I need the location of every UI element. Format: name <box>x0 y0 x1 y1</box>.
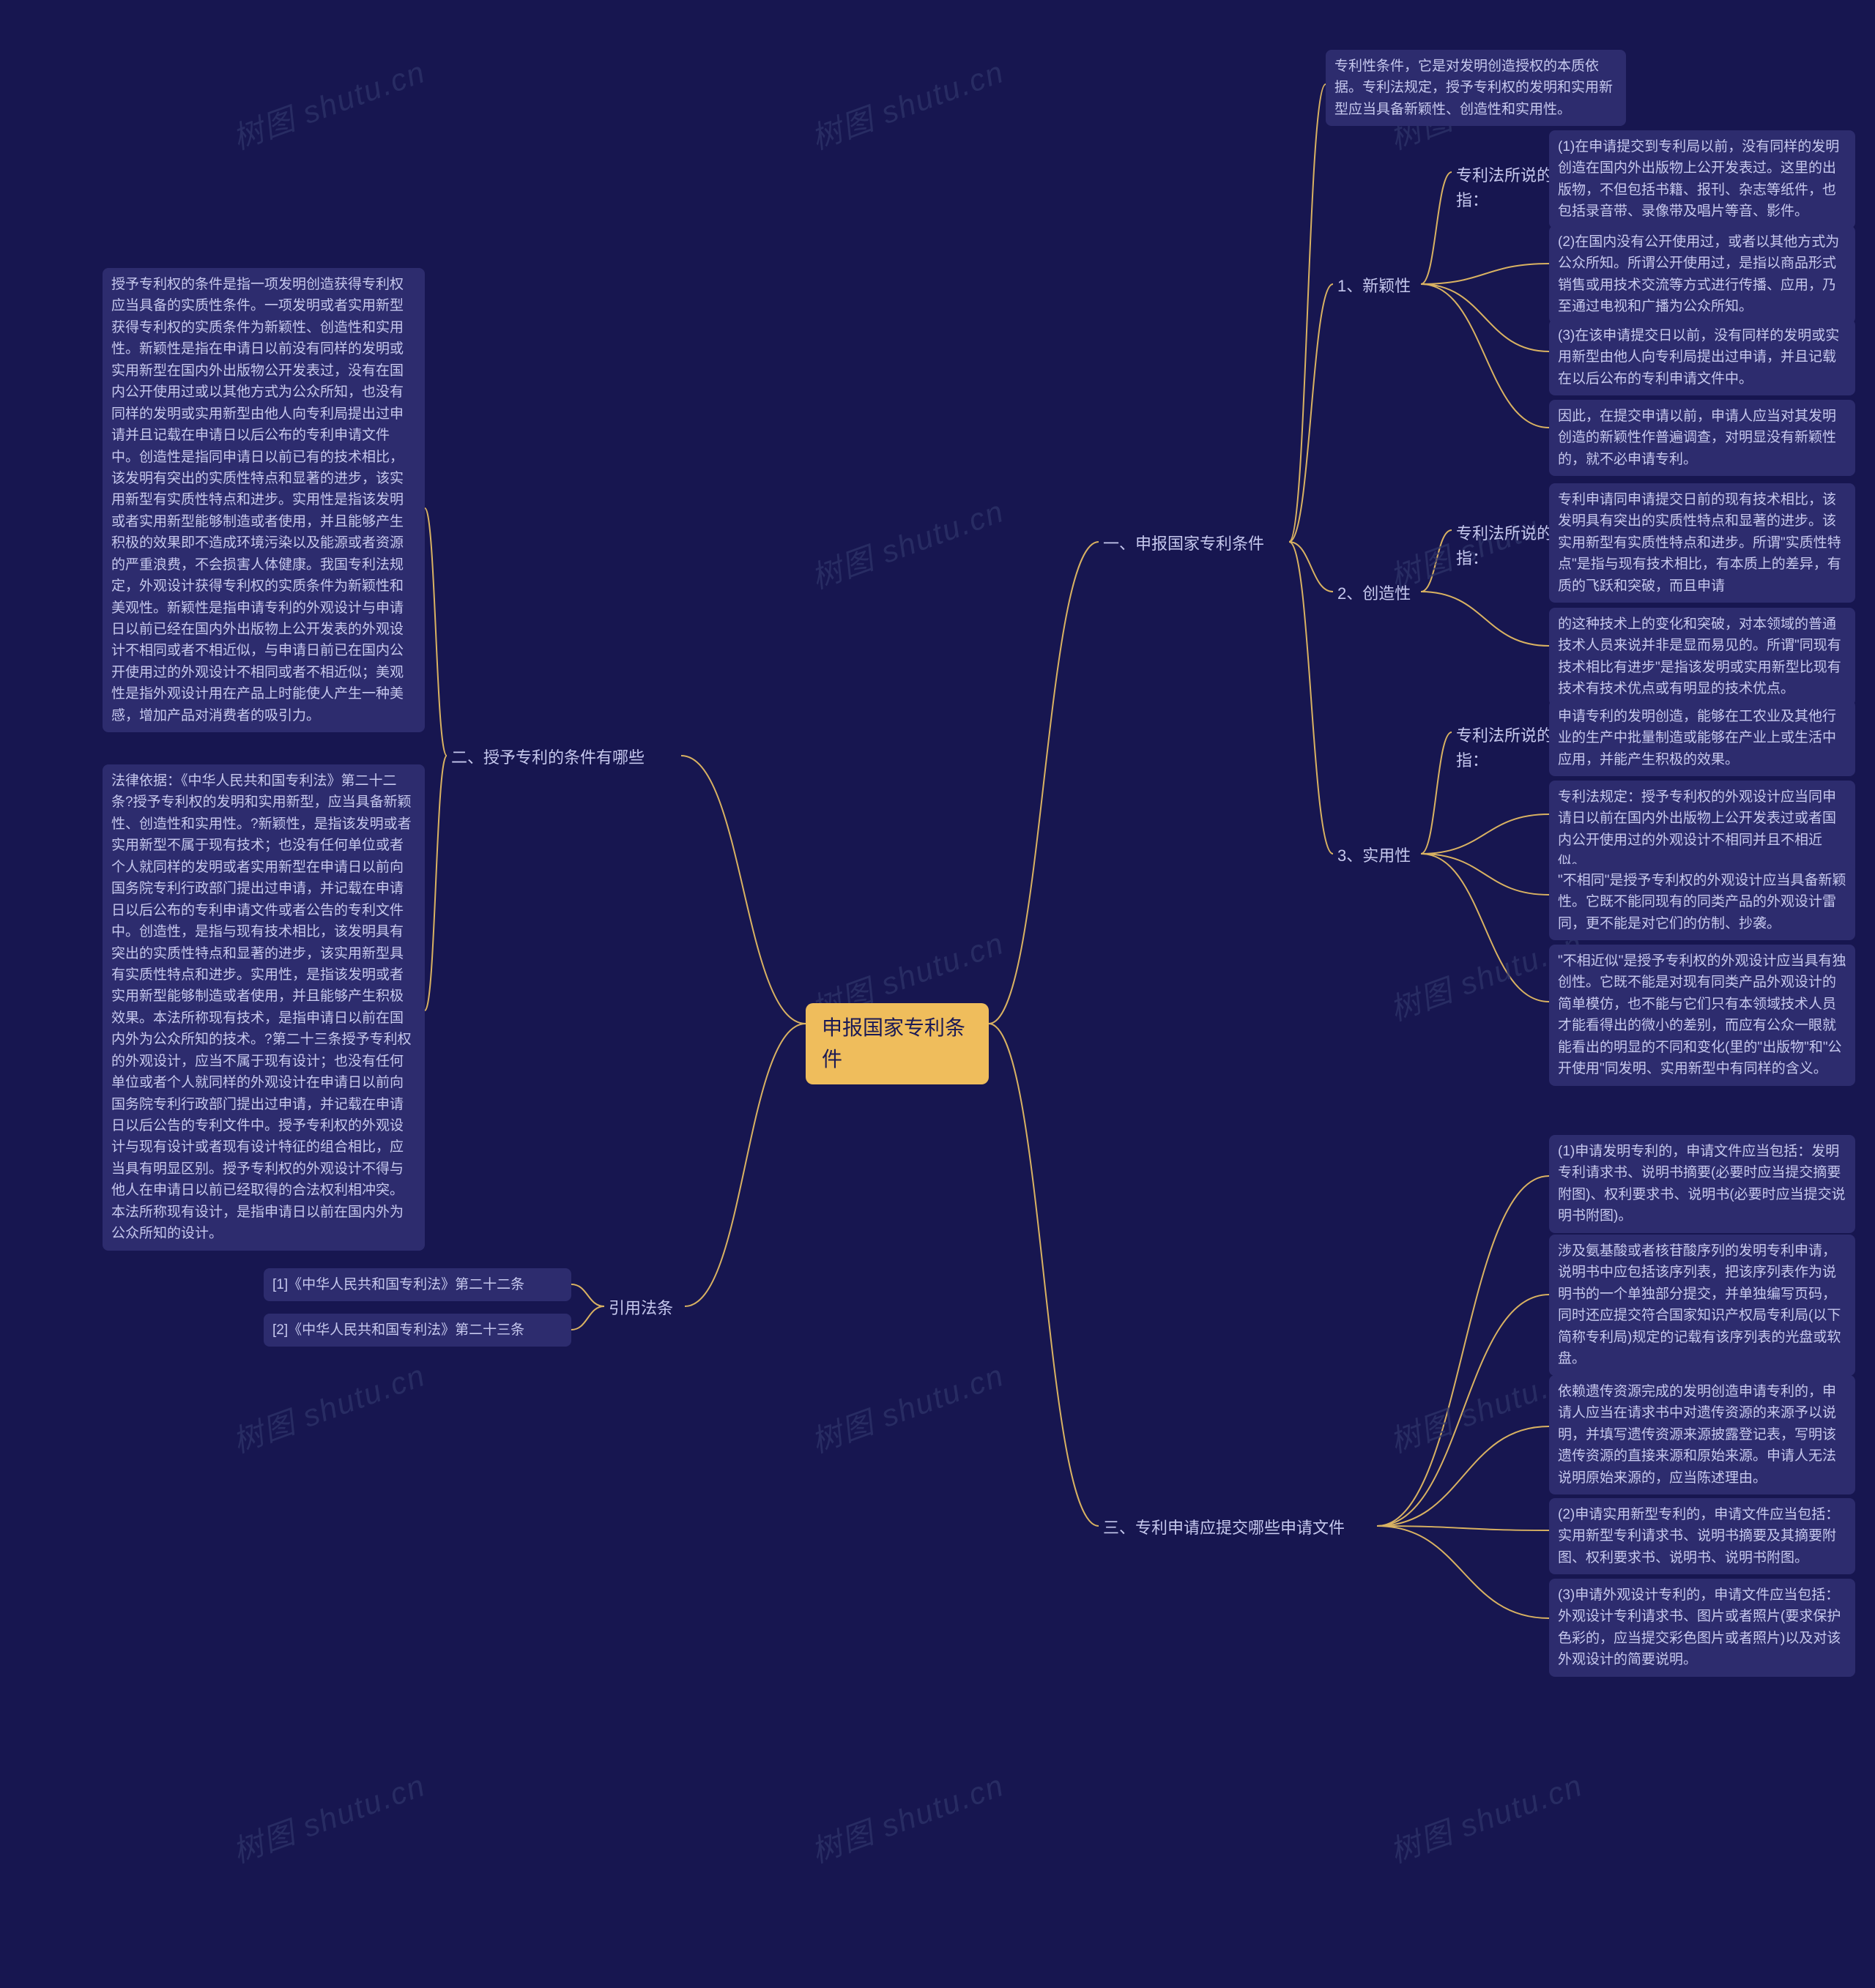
link-b4-b4a <box>1377 1176 1549 1526</box>
watermark: 树图 shutu.cn <box>226 1761 431 1872</box>
link-b1u-b1u_c <box>1421 854 1549 895</box>
link-b4-b4b <box>1377 1295 1549 1526</box>
watermark: 树图 shutu.cn <box>804 487 1010 598</box>
node-b4[interactable]: 三、专利申请应提交哪些申请文件 <box>1099 1513 1377 1544</box>
link-root-b3 <box>685 1024 806 1306</box>
node-text: 的这种技术上的变化和突破，对本领域的普通技术人员来说并非是显而易见的。所谓"同现… <box>1558 617 1841 696</box>
node-text: (3)申请外观设计专利的，申请文件应当包括：外观设计专利请求书、图片或者照片(要… <box>1558 1587 1841 1667</box>
node-text: 专利申请同申请提交日前的现有技术相比，该发明具有突出的实质性特点和显著的进步。该… <box>1558 492 1841 594</box>
node-b1n_c[interactable]: (3)在该申请提交日以前，没有同样的发明或实用新型由他人向专利局提出过申请，并且… <box>1549 319 1855 395</box>
link-b1n-b1n_d <box>1421 284 1549 428</box>
link-b1u-b1u_b <box>1421 814 1549 854</box>
watermark: 树图 shutu.cn <box>226 48 431 159</box>
link-b4-b4e <box>1377 1526 1549 1618</box>
node-b1n_b[interactable]: (2)在国内没有公开使用过，或者以其他方式为公众所知。所谓公开使用过，是指以商品… <box>1549 226 1855 324</box>
node-text: 3、实用性 <box>1337 846 1411 865</box>
node-b1[interactable]: 一、申报国家专利条件 <box>1099 529 1289 559</box>
node-b3a[interactable]: [1]《中华人民共和国专利法》第二十二条 <box>264 1268 571 1301</box>
node-text: (2)在国内没有公开使用过，或者以其他方式为公众所知。所谓公开使用过，是指以商品… <box>1558 234 1839 314</box>
link-root-b2 <box>681 756 806 1024</box>
node-text: 法律依据：《中华人民共和国专利法》第二十二条?授予专利权的发明和实用新型，应当具… <box>111 773 412 1241</box>
node-text: 因此，在提交申请以前，申请人应当对其发明创造的新颖性作普遍调查，对明显没有新颖性… <box>1558 409 1836 467</box>
node-b3[interactable]: 引用法条 <box>604 1293 685 1324</box>
link-b1-b1c <box>1289 542 1333 592</box>
node-text: (1)申请发明专利的，申请文件应当包括：发明专利请求书、说明书摘要(必要时应当提… <box>1558 1144 1846 1224</box>
link-b1-b1n <box>1289 284 1333 542</box>
link-b2-b2b <box>425 756 447 1010</box>
node-text: 二、授予专利的条件有哪些 <box>451 748 645 767</box>
node-text: "不相近似"是授予专利权的外观设计应当具有独创性。它既不能是对现有同类产品外观设… <box>1558 953 1846 1076</box>
node-text: 申请专利的发明创造，能够在工农业及其他行业的生产中批量制造或能够在产业上或生活中… <box>1558 709 1836 767</box>
node-b1n[interactable]: 1、新颖性 <box>1333 271 1421 302</box>
link-b4-b4c <box>1377 1426 1549 1526</box>
watermark: 树图 shutu.cn <box>804 1761 1010 1872</box>
node-b1c_b[interactable]: 的这种技术上的变化和突破，对本领域的普通技术人员来说并非是显而易见的。所谓"同现… <box>1549 608 1855 706</box>
link-b3-b3a <box>571 1284 604 1306</box>
node-b1a[interactable]: 专利性条件，它是对发明创造授权的本质依据。专利法规定，授予专利权的发明和实用新型… <box>1326 50 1626 126</box>
link-b4-b4d <box>1377 1526 1549 1530</box>
node-b4b[interactable]: 涉及氨基酸或者核苷酸序列的发明专利申请，说明书中应包括该序列表，把该序列表作为说… <box>1549 1235 1855 1376</box>
link-b3-b3b <box>571 1306 604 1330</box>
node-b1u[interactable]: 3、实用性 <box>1333 841 1421 871</box>
node-text: 专利法规定：授予专利权的外观设计应当同申请日以前在国内外出版物上公开发表过或者国… <box>1558 789 1836 869</box>
link-b1n-b1n_a <box>1421 172 1452 284</box>
node-b1u_a1[interactable]: 申请专利的发明创造，能够在工农业及其他行业的生产中批量制造或能够在产业上或生活中… <box>1549 700 1855 776</box>
link-b2-b2a <box>425 508 447 756</box>
node-b2[interactable]: 二、授予专利的条件有哪些 <box>447 742 681 773</box>
node-text: 涉及氨基酸或者核苷酸序列的发明专利申请，说明书中应包括该序列表，把该序列表作为说… <box>1558 1243 1841 1366</box>
node-b1c[interactable]: 2、创造性 <box>1333 578 1421 609</box>
node-text: 三、专利申请应提交哪些申请文件 <box>1103 1519 1345 1537</box>
link-b1c-b1c_b <box>1421 592 1549 646</box>
node-text: [1]《中华人民共和国专利法》第二十二条 <box>272 1277 524 1292</box>
node-b4e[interactable]: (3)申请外观设计专利的，申请文件应当包括：外观设计专利请求书、图片或者照片(要… <box>1549 1579 1855 1677</box>
node-b4d[interactable]: (2)申请实用新型专利的，申请文件应当包括：实用新型专利请求书、说明书摘要及其摘… <box>1549 1498 1855 1574</box>
node-b1n_d[interactable]: 因此，在提交申请以前，申请人应当对其发明创造的新颖性作普遍调查，对明显没有新颖性… <box>1549 400 1855 476</box>
node-b2b[interactable]: 法律依据：《中华人民共和国专利法》第二十二条?授予专利权的发明和实用新型，应当具… <box>103 764 425 1251</box>
node-text: "不相同"是授予专利权的外观设计应当具备新颖性。它既不能同现有的同类产品的外观设… <box>1558 873 1846 931</box>
node-b3b[interactable]: [2]《中华人民共和国专利法》第二十三条 <box>264 1314 571 1347</box>
node-text: (3)在该申请提交日以前，没有同样的发明或实用新型由他人向专利局提出过申请，并且… <box>1558 328 1839 387</box>
link-root-b1 <box>989 542 1099 1024</box>
node-b1u_c[interactable]: "不相同"是授予专利权的外观设计应当具备新颖性。它既不能同现有的同类产品的外观设… <box>1549 864 1855 940</box>
node-b2a[interactable]: 授予专利权的条件是指一项发明创造获得专利权应当具备的实质性条件。一项发明或者实用… <box>103 268 425 732</box>
node-text: 一、申报国家专利条件 <box>1103 535 1264 553</box>
node-text: (2)申请实用新型专利的，申请文件应当包括：实用新型专利请求书、说明书摘要及其摘… <box>1558 1507 1839 1566</box>
link-b1c-b1c_a <box>1421 530 1452 592</box>
node-b1n_a1[interactable]: (1)在申请提交到专利局以前，没有同样的发明创造在国内外出版物上公开发表过。这里… <box>1549 130 1855 228</box>
watermark: 树图 shutu.cn <box>804 1351 1010 1462</box>
node-text: [2]《中华人民共和国专利法》第二十三条 <box>272 1322 524 1338</box>
link-b1-b1a <box>1289 84 1326 542</box>
node-text: 授予专利权的条件是指一项发明创造获得专利权应当具备的实质性条件。一项发明或者实用… <box>111 277 404 723</box>
link-b1-b1u <box>1289 542 1333 854</box>
link-root-b4 <box>989 1024 1099 1526</box>
node-text: 2、创造性 <box>1337 584 1411 603</box>
watermark: 树图 shutu.cn <box>226 1351 431 1462</box>
link-b1n-b1n_c <box>1421 284 1549 351</box>
node-text: 专利性条件，它是对发明创造授权的本质依据。专利法规定，授予专利权的发明和实用新型… <box>1334 59 1613 117</box>
node-text: (1)在申请提交到专利局以前，没有同样的发明创造在国内外出版物上公开发表过。这里… <box>1558 139 1839 219</box>
watermark: 树图 shutu.cn <box>804 48 1010 159</box>
node-b4c[interactable]: 依赖遗传资源完成的发明创造申请专利的，申请人应当在请求书中对遗传资源的来源予以说… <box>1549 1375 1855 1494</box>
node-text: 引用法条 <box>609 1299 673 1317</box>
watermark: 树图 shutu.cn <box>1383 1761 1589 1872</box>
node-text: 依赖遗传资源完成的发明创造申请专利的，申请人应当在请求书中对遗传资源的来源予以说… <box>1558 1384 1836 1486</box>
node-text: 1、新颖性 <box>1337 277 1411 295</box>
mindmap-canvas: 树图 shutu.cn 树图 shutu.cn 树图 shutu.cn 树图 shut… <box>0 0 1875 1988</box>
link-b1u-b1u_d <box>1421 854 1549 1002</box>
link-b1u-b1u_a <box>1421 732 1452 854</box>
node-b1u_d[interactable]: "不相近似"是授予专利权的外观设计应当具有独创性。它既不能是对现有同类产品外观设… <box>1549 945 1855 1086</box>
node-root[interactable]: 申报国家专利条件 <box>806 1003 989 1084</box>
node-b1c_a1[interactable]: 专利申请同申请提交日前的现有技术相比，该发明具有突出的实质性特点和显著的进步。该… <box>1549 483 1855 603</box>
link-b1n-b1n_b <box>1421 264 1549 284</box>
node-b4a[interactable]: (1)申请发明专利的，申请文件应当包括：发明专利请求书、说明书摘要(必要时应当提… <box>1549 1135 1855 1233</box>
node-text: 申报国家专利条件 <box>822 1016 965 1071</box>
